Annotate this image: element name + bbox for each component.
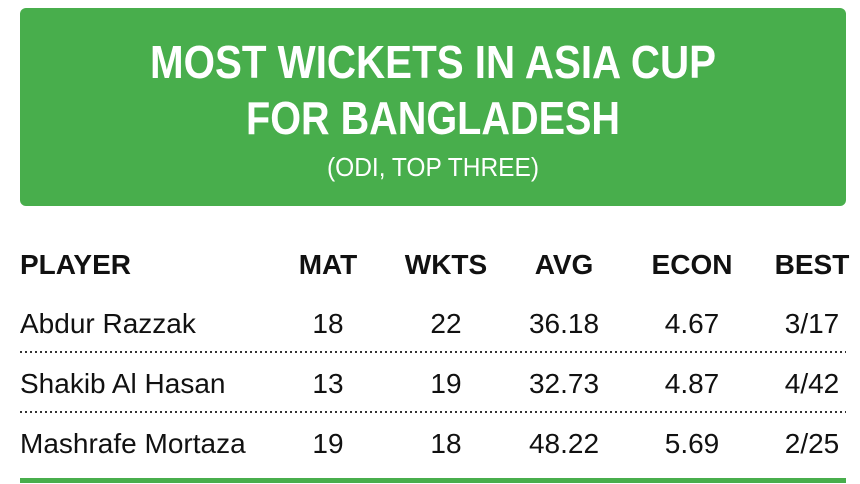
player-name: Mashrafe Mortaza	[20, 428, 246, 459]
cell: 19	[312, 428, 343, 459]
cell: 13	[312, 368, 343, 399]
subtitle: (ODI, TOP THREE)	[327, 152, 539, 182]
bottom-rule	[20, 478, 846, 483]
cell: 18	[312, 308, 343, 339]
title-line: FOR BANGLADESH	[246, 92, 620, 144]
cell: 5.69	[665, 428, 720, 459]
column-header: BEST	[775, 249, 850, 280]
cell: 3/17	[785, 308, 840, 339]
cell: 36.18	[529, 308, 599, 339]
cell: 4/42	[785, 368, 840, 399]
cell: 18	[430, 428, 461, 459]
cell: 32.73	[529, 368, 599, 399]
cell: 19	[430, 368, 461, 399]
column-header: PLAYER	[20, 249, 131, 280]
header-box	[20, 8, 846, 206]
column-header: ECON	[652, 249, 733, 280]
player-name: Abdur Razzak	[20, 308, 197, 339]
cell: 48.22	[529, 428, 599, 459]
player-name: Shakib Al Hasan	[20, 368, 225, 399]
cell: 2/25	[785, 428, 840, 459]
column-header: AVG	[535, 249, 594, 280]
column-header: MAT	[299, 249, 358, 280]
cell: 4.87	[665, 368, 720, 399]
column-header: WKTS	[405, 249, 487, 280]
cell: 4.67	[665, 308, 720, 339]
cell: 22	[430, 308, 461, 339]
title-line: MOST WICKETS IN ASIA CUP	[150, 36, 716, 88]
